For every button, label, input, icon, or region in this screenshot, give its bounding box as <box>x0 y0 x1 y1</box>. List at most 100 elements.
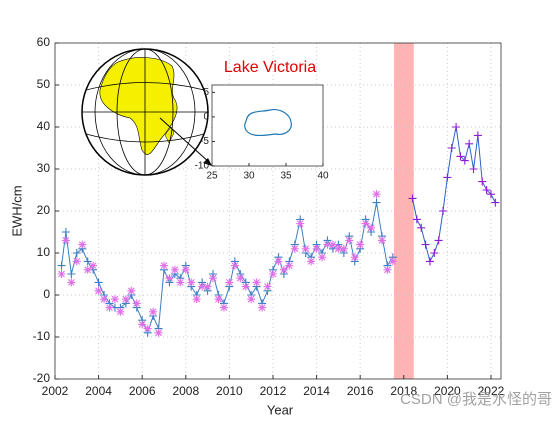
marker <box>434 236 443 245</box>
marker <box>486 190 495 199</box>
marker <box>345 236 354 245</box>
x-tick-label: 2012 <box>260 384 287 398</box>
marker <box>452 123 461 131</box>
marker <box>285 261 294 270</box>
marker <box>412 215 421 224</box>
marker <box>372 190 381 199</box>
marker <box>72 257 81 266</box>
marker <box>447 144 456 152</box>
marker <box>132 299 141 308</box>
marker <box>274 257 283 266</box>
y-tick-label: 40 <box>37 119 51 133</box>
marker <box>361 219 370 228</box>
marker <box>94 286 103 295</box>
watermark: CSDN @我是水怪的哥 <box>400 391 552 408</box>
marker <box>94 278 103 287</box>
marker <box>83 265 92 274</box>
marker <box>170 265 179 274</box>
marker <box>116 307 125 316</box>
y-tick-label: 60 <box>37 35 51 49</box>
marker <box>219 303 228 312</box>
axes-box <box>54 42 502 380</box>
marker <box>230 261 239 270</box>
marker <box>334 244 343 253</box>
marker <box>241 282 250 291</box>
marker <box>105 303 114 312</box>
marker <box>154 328 163 337</box>
x-tick-label: 2022 <box>478 384 505 398</box>
marker <box>83 257 92 266</box>
marker <box>236 274 245 283</box>
marker <box>465 139 474 148</box>
marker <box>127 286 136 295</box>
y-tick-label: -20 <box>33 371 51 385</box>
inset-x-tick-label: 35 <box>280 171 292 182</box>
inset-x-tick-label: 25 <box>206 171 218 182</box>
marker <box>57 270 66 278</box>
marker <box>350 253 359 262</box>
marker <box>61 228 70 236</box>
marker <box>100 295 109 304</box>
x-tick-label: 2014 <box>303 384 330 398</box>
marker <box>159 261 168 270</box>
x-tick-label: 2010 <box>216 384 243 398</box>
marker <box>430 249 439 257</box>
x-tick-label: 2018 <box>390 384 417 398</box>
marker <box>356 240 365 249</box>
marker <box>89 261 98 270</box>
marker <box>460 156 469 165</box>
y-axis-label: EWH/cm <box>9 185 24 236</box>
inset-title: Lake Victoria <box>224 59 316 76</box>
marker <box>209 274 218 283</box>
inset-y-tick-label: -10 <box>195 161 210 172</box>
marker <box>192 295 201 304</box>
marker <box>78 240 87 249</box>
marker <box>225 278 234 287</box>
marker <box>417 223 426 232</box>
marker <box>67 270 76 278</box>
marker <box>143 324 152 333</box>
marker <box>339 244 348 253</box>
marker <box>307 257 316 266</box>
marker <box>214 295 223 304</box>
marker <box>408 194 417 203</box>
marker <box>181 265 190 274</box>
marker <box>290 244 299 253</box>
marker <box>149 307 158 316</box>
marker <box>456 152 465 161</box>
x-tick-label: 2020 <box>434 384 461 398</box>
marker <box>57 261 66 270</box>
marker <box>110 295 119 304</box>
y-tick-label: 10 <box>37 245 51 259</box>
marker <box>318 253 327 262</box>
x-tick-label: 2008 <box>172 384 199 398</box>
marker <box>491 198 500 207</box>
marker <box>263 282 272 291</box>
marker <box>482 186 491 194</box>
y-tick-label: 0 <box>43 287 50 301</box>
marker <box>328 240 337 249</box>
inset-x-tick-label: 30 <box>243 171 255 182</box>
y-tick-label: 30 <box>37 161 51 175</box>
inset-x-tick-label: 40 <box>317 171 329 182</box>
marker <box>72 249 81 257</box>
marker <box>67 278 76 287</box>
marker <box>247 295 256 304</box>
x-tick-label: 2006 <box>129 384 156 398</box>
marker <box>187 278 196 287</box>
globe <box>81 48 212 176</box>
marker <box>165 274 174 283</box>
marker <box>372 198 381 207</box>
marker <box>176 278 185 287</box>
marker <box>388 257 397 266</box>
marker <box>469 165 478 173</box>
marker <box>203 282 212 291</box>
y-tick-label: 20 <box>37 203 51 217</box>
lake-outline <box>244 109 292 137</box>
marker <box>258 303 267 312</box>
marker <box>252 278 261 287</box>
inset-y-tick-label: 5 <box>203 87 209 98</box>
